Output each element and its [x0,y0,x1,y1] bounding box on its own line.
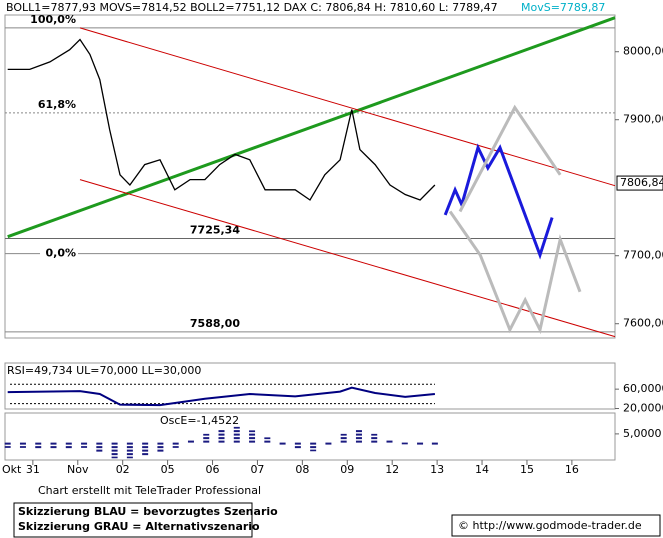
x-tick-label: 12 [385,463,399,476]
legend-grey: Skizzierung GRAU = Alternativszenario [18,520,260,533]
y-tick-label: 7700,00 [623,249,663,262]
price-line [7,38,436,201]
x-tick-label: Nov [67,463,89,476]
main-panel [4,14,616,339]
y-tick-label: 60,0000 [623,382,663,395]
x-tick-label: 05 [161,463,175,476]
x-month-label: Okt [2,463,22,476]
x-tick-label: 14 [475,463,489,476]
legend-box [13,502,253,538]
y-tick-label: 8000,00 [623,45,663,58]
legend-blue: Skizzierung BLAU = bevorzugtes Szenario [18,505,278,518]
x-tick-label: 06 [206,463,220,476]
x-tick-label: 15 [520,463,534,476]
price-line [448,210,582,335]
trend-line [79,27,616,187]
rsi-panel [4,362,616,410]
x-tick-label: 16 [565,463,579,476]
level-label: 100,0% [30,13,76,26]
y-tick-label: 7600,00 [623,317,663,330]
trend-line [79,179,616,338]
level-label: 7725,34 [190,223,240,236]
header-movs: MovS=7789,87 [521,1,605,14]
rsi-line [7,386,435,407]
x-tick-label: 13 [430,463,444,476]
level-label: 0,0% [45,247,76,260]
x-tick-label: 02 [116,463,130,476]
last-price-label: 7806,84 [620,176,663,189]
trend-line [7,16,616,239]
x-tick-label: 31 [26,463,40,476]
rsi-label: RSI=49,734 UL=70,000 LL=30,000 [7,364,201,377]
x-tick-label: 08 [295,463,309,476]
y-tick-label: 7900,00 [623,113,663,126]
level-label: 7588,00 [190,317,240,330]
last-price-box [616,175,663,191]
header: BOLL1=7877,93 MOVS=7814,52 BOLL2=7751,12… [6,1,498,14]
url: © http://www.godmode-trader.de [458,519,642,532]
credit: Chart erstellt mit TeleTrader Profession… [38,484,261,497]
x-tick-label: 07 [250,463,264,476]
label-bg [40,246,78,261]
y-tick-label: 20,0000 [623,402,663,415]
price-line [443,143,554,260]
url-box [451,514,661,537]
y-tick-label: 5,0000 [623,427,662,440]
level-label: 61,8% [38,98,76,111]
x-tick-label: 09 [340,463,354,476]
price-line [458,104,562,213]
osc-label: OscE=-1,4522 [160,414,239,427]
